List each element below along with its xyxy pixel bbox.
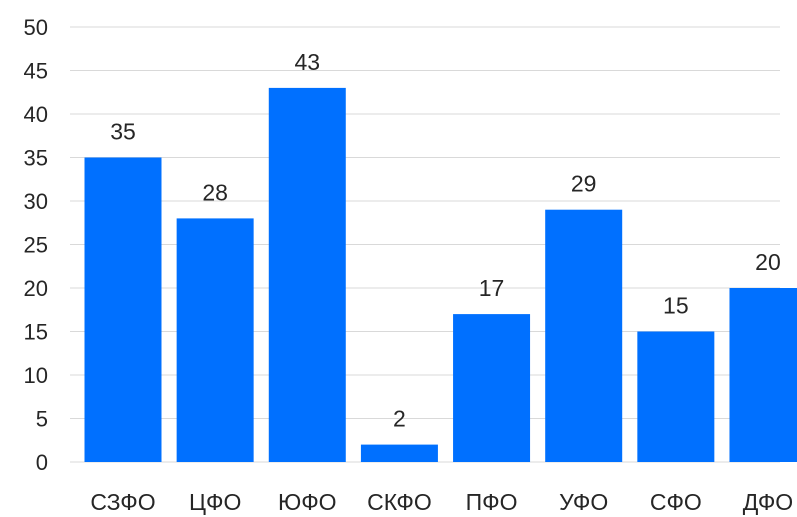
bar: [545, 210, 622, 462]
x-axis-categories: СЗФО ЦФО ЮФО СКФО ПФО УФО СФО ДФО: [90, 489, 793, 515]
y-tick-label: 25: [24, 233, 48, 258]
y-tick-label: 35: [24, 146, 48, 171]
bar: [637, 332, 714, 463]
x-category-label: ЮФО: [278, 489, 337, 515]
y-tick-label: 45: [24, 59, 48, 84]
y-tick-label: 50: [24, 15, 48, 40]
y-tick-label: 5: [36, 407, 48, 432]
x-category-label: СЗФО: [90, 489, 155, 515]
x-category-label: ДФО: [743, 489, 793, 515]
x-category-label: СКФО: [367, 489, 432, 515]
bars: [85, 88, 797, 462]
y-tick-label: 40: [24, 102, 48, 127]
y-tick-label: 15: [24, 320, 48, 345]
data-label: 15: [663, 293, 689, 319]
data-label: 29: [571, 171, 597, 197]
y-tick-label: 0: [36, 450, 48, 475]
x-category-label: СФО: [650, 489, 702, 515]
x-category-label: УФО: [559, 489, 608, 515]
bar: [177, 218, 254, 462]
data-label: 35: [110, 119, 136, 145]
x-category-label: ЦФО: [189, 489, 241, 515]
y-tick-label: 30: [24, 189, 48, 214]
bar: [729, 288, 797, 462]
x-category-label: ПФО: [466, 489, 518, 515]
y-axis-ticks: 0 5 10 15 20 25 30 35 40 45 50: [24, 15, 48, 475]
data-label: 2: [393, 406, 406, 432]
bar: [361, 445, 438, 462]
data-label: 43: [294, 49, 320, 75]
data-label: 20: [755, 249, 781, 275]
y-tick-label: 20: [24, 276, 48, 301]
data-label: 28: [202, 179, 228, 205]
bar: [453, 314, 530, 462]
bar: [269, 88, 346, 462]
data-label: 17: [479, 275, 505, 301]
y-tick-label: 10: [24, 363, 48, 388]
bar: [85, 158, 162, 463]
